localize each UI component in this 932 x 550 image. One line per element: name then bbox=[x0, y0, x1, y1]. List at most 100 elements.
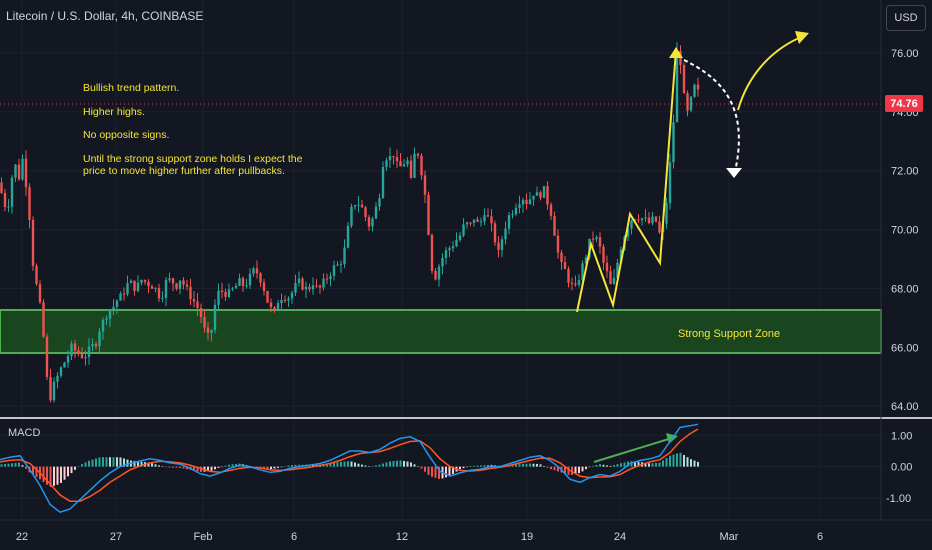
candle-body bbox=[63, 362, 66, 368]
macd-histogram-bar bbox=[459, 466, 461, 470]
candle-body bbox=[294, 283, 297, 293]
candle-body bbox=[392, 156, 395, 158]
candle-body bbox=[343, 247, 346, 264]
candle-body bbox=[196, 301, 199, 309]
candle-body bbox=[542, 186, 546, 198]
candle-body bbox=[605, 262, 609, 272]
price-tick-label: 64.00 bbox=[891, 401, 919, 413]
candle-body bbox=[682, 64, 686, 94]
macd-histogram-bar bbox=[4, 463, 6, 467]
candle-body bbox=[581, 263, 584, 281]
macd-histogram-bar bbox=[529, 463, 531, 467]
candle-body bbox=[668, 162, 672, 204]
candle-body bbox=[119, 293, 122, 301]
time-axis[interactable]: 22 27 Feb 6 12 19 24 Mar 6 bbox=[16, 531, 823, 543]
candle-body bbox=[322, 278, 325, 288]
candle-body bbox=[339, 263, 343, 265]
candle-body bbox=[528, 199, 532, 205]
candle-body bbox=[266, 291, 269, 303]
candle-body bbox=[178, 280, 182, 289]
candle-body bbox=[458, 235, 462, 241]
macd-histogram-bar bbox=[81, 464, 83, 467]
currency-button[interactable]: USD bbox=[886, 5, 926, 31]
candle-body bbox=[122, 293, 126, 295]
candle-body bbox=[409, 160, 413, 178]
macd-histogram-bar bbox=[228, 464, 230, 467]
macd-histogram-bar bbox=[382, 463, 384, 467]
macd-histogram-bar bbox=[564, 466, 566, 474]
macd-tick-label: 1.00 bbox=[891, 430, 912, 442]
macd-histogram-bar bbox=[18, 462, 20, 467]
candle-body bbox=[276, 303, 280, 310]
macd-histogram-bar bbox=[487, 464, 489, 467]
candle-body bbox=[647, 217, 651, 224]
macd-histogram-bar bbox=[595, 465, 598, 467]
macd-histogram-bar bbox=[165, 466, 167, 468]
macd-histogram-bar bbox=[371, 466, 374, 467]
candle-body bbox=[364, 207, 367, 218]
macd-histogram-bar bbox=[434, 466, 437, 478]
time-tick-label: 12 bbox=[396, 531, 408, 543]
candle-body bbox=[388, 156, 392, 161]
drawings-layer bbox=[576, 31, 809, 463]
time-tick-label: 27 bbox=[110, 531, 122, 543]
candle-body bbox=[129, 280, 133, 284]
candle-body bbox=[514, 207, 518, 215]
macd-histogram-bar bbox=[550, 466, 552, 470]
candle-body bbox=[346, 225, 350, 248]
candle-body bbox=[332, 265, 336, 276]
candle-body bbox=[448, 248, 451, 251]
candle-body bbox=[189, 286, 192, 300]
macd-histogram-bar bbox=[77, 466, 80, 467]
candle-body bbox=[357, 204, 360, 206]
candle-body bbox=[598, 237, 602, 247]
macd-histogram-bar bbox=[578, 466, 580, 474]
candle-body bbox=[329, 275, 332, 279]
candle-body bbox=[532, 195, 535, 200]
macd-divergence-line bbox=[593, 437, 673, 463]
macd-histogram-bar bbox=[270, 466, 272, 469]
candle-body bbox=[231, 288, 234, 290]
candle-body bbox=[626, 228, 630, 237]
candle-body bbox=[140, 279, 143, 283]
macd-histogram-bar bbox=[672, 454, 675, 467]
macd-histogram-bar bbox=[532, 463, 535, 467]
zigzag-arrow-head bbox=[669, 47, 683, 58]
candle-body bbox=[206, 327, 210, 333]
candle-body bbox=[658, 221, 661, 233]
macd-histogram-bar bbox=[56, 466, 59, 485]
macd-histogram-bar bbox=[221, 466, 223, 468]
pullback-arrow-head bbox=[726, 168, 742, 178]
candle-body bbox=[133, 280, 136, 291]
macd-label: MACD bbox=[8, 427, 41, 439]
macd-histogram-bar bbox=[207, 466, 209, 472]
macd-histogram-bar bbox=[511, 464, 514, 467]
macd-histogram-bar bbox=[119, 457, 122, 467]
macd-histogram-bar bbox=[277, 466, 279, 468]
candle-body bbox=[98, 331, 101, 347]
macd-histogram-bar bbox=[567, 466, 570, 475]
candle-body bbox=[472, 219, 476, 223]
macd-histogram-bar bbox=[623, 462, 626, 467]
candle-body bbox=[105, 318, 108, 320]
macd-histogram-bar bbox=[116, 457, 118, 467]
candle-body bbox=[486, 215, 490, 217]
candle-body bbox=[381, 167, 385, 198]
macd-histogram-bar bbox=[326, 463, 328, 467]
macd-histogram-bar bbox=[7, 463, 10, 467]
macd-histogram-bar bbox=[616, 464, 619, 467]
time-tick-label: Mar bbox=[720, 531, 739, 543]
price-tick-label: 68.00 bbox=[891, 283, 919, 295]
candle-body bbox=[168, 278, 171, 281]
macd-axis[interactable]: 1.00 0.00 -1.00 bbox=[886, 430, 912, 505]
macd-histogram-bar bbox=[378, 464, 381, 467]
macd-histogram-bar bbox=[179, 466, 181, 468]
grid-lines bbox=[0, 0, 881, 520]
candle-body bbox=[434, 270, 437, 280]
candle-body bbox=[504, 228, 507, 240]
macd-histogram-bar bbox=[490, 464, 493, 467]
time-tick-label: 22 bbox=[16, 531, 28, 543]
macd-histogram-bar bbox=[613, 465, 615, 467]
macd-histogram-bar bbox=[637, 461, 640, 467]
